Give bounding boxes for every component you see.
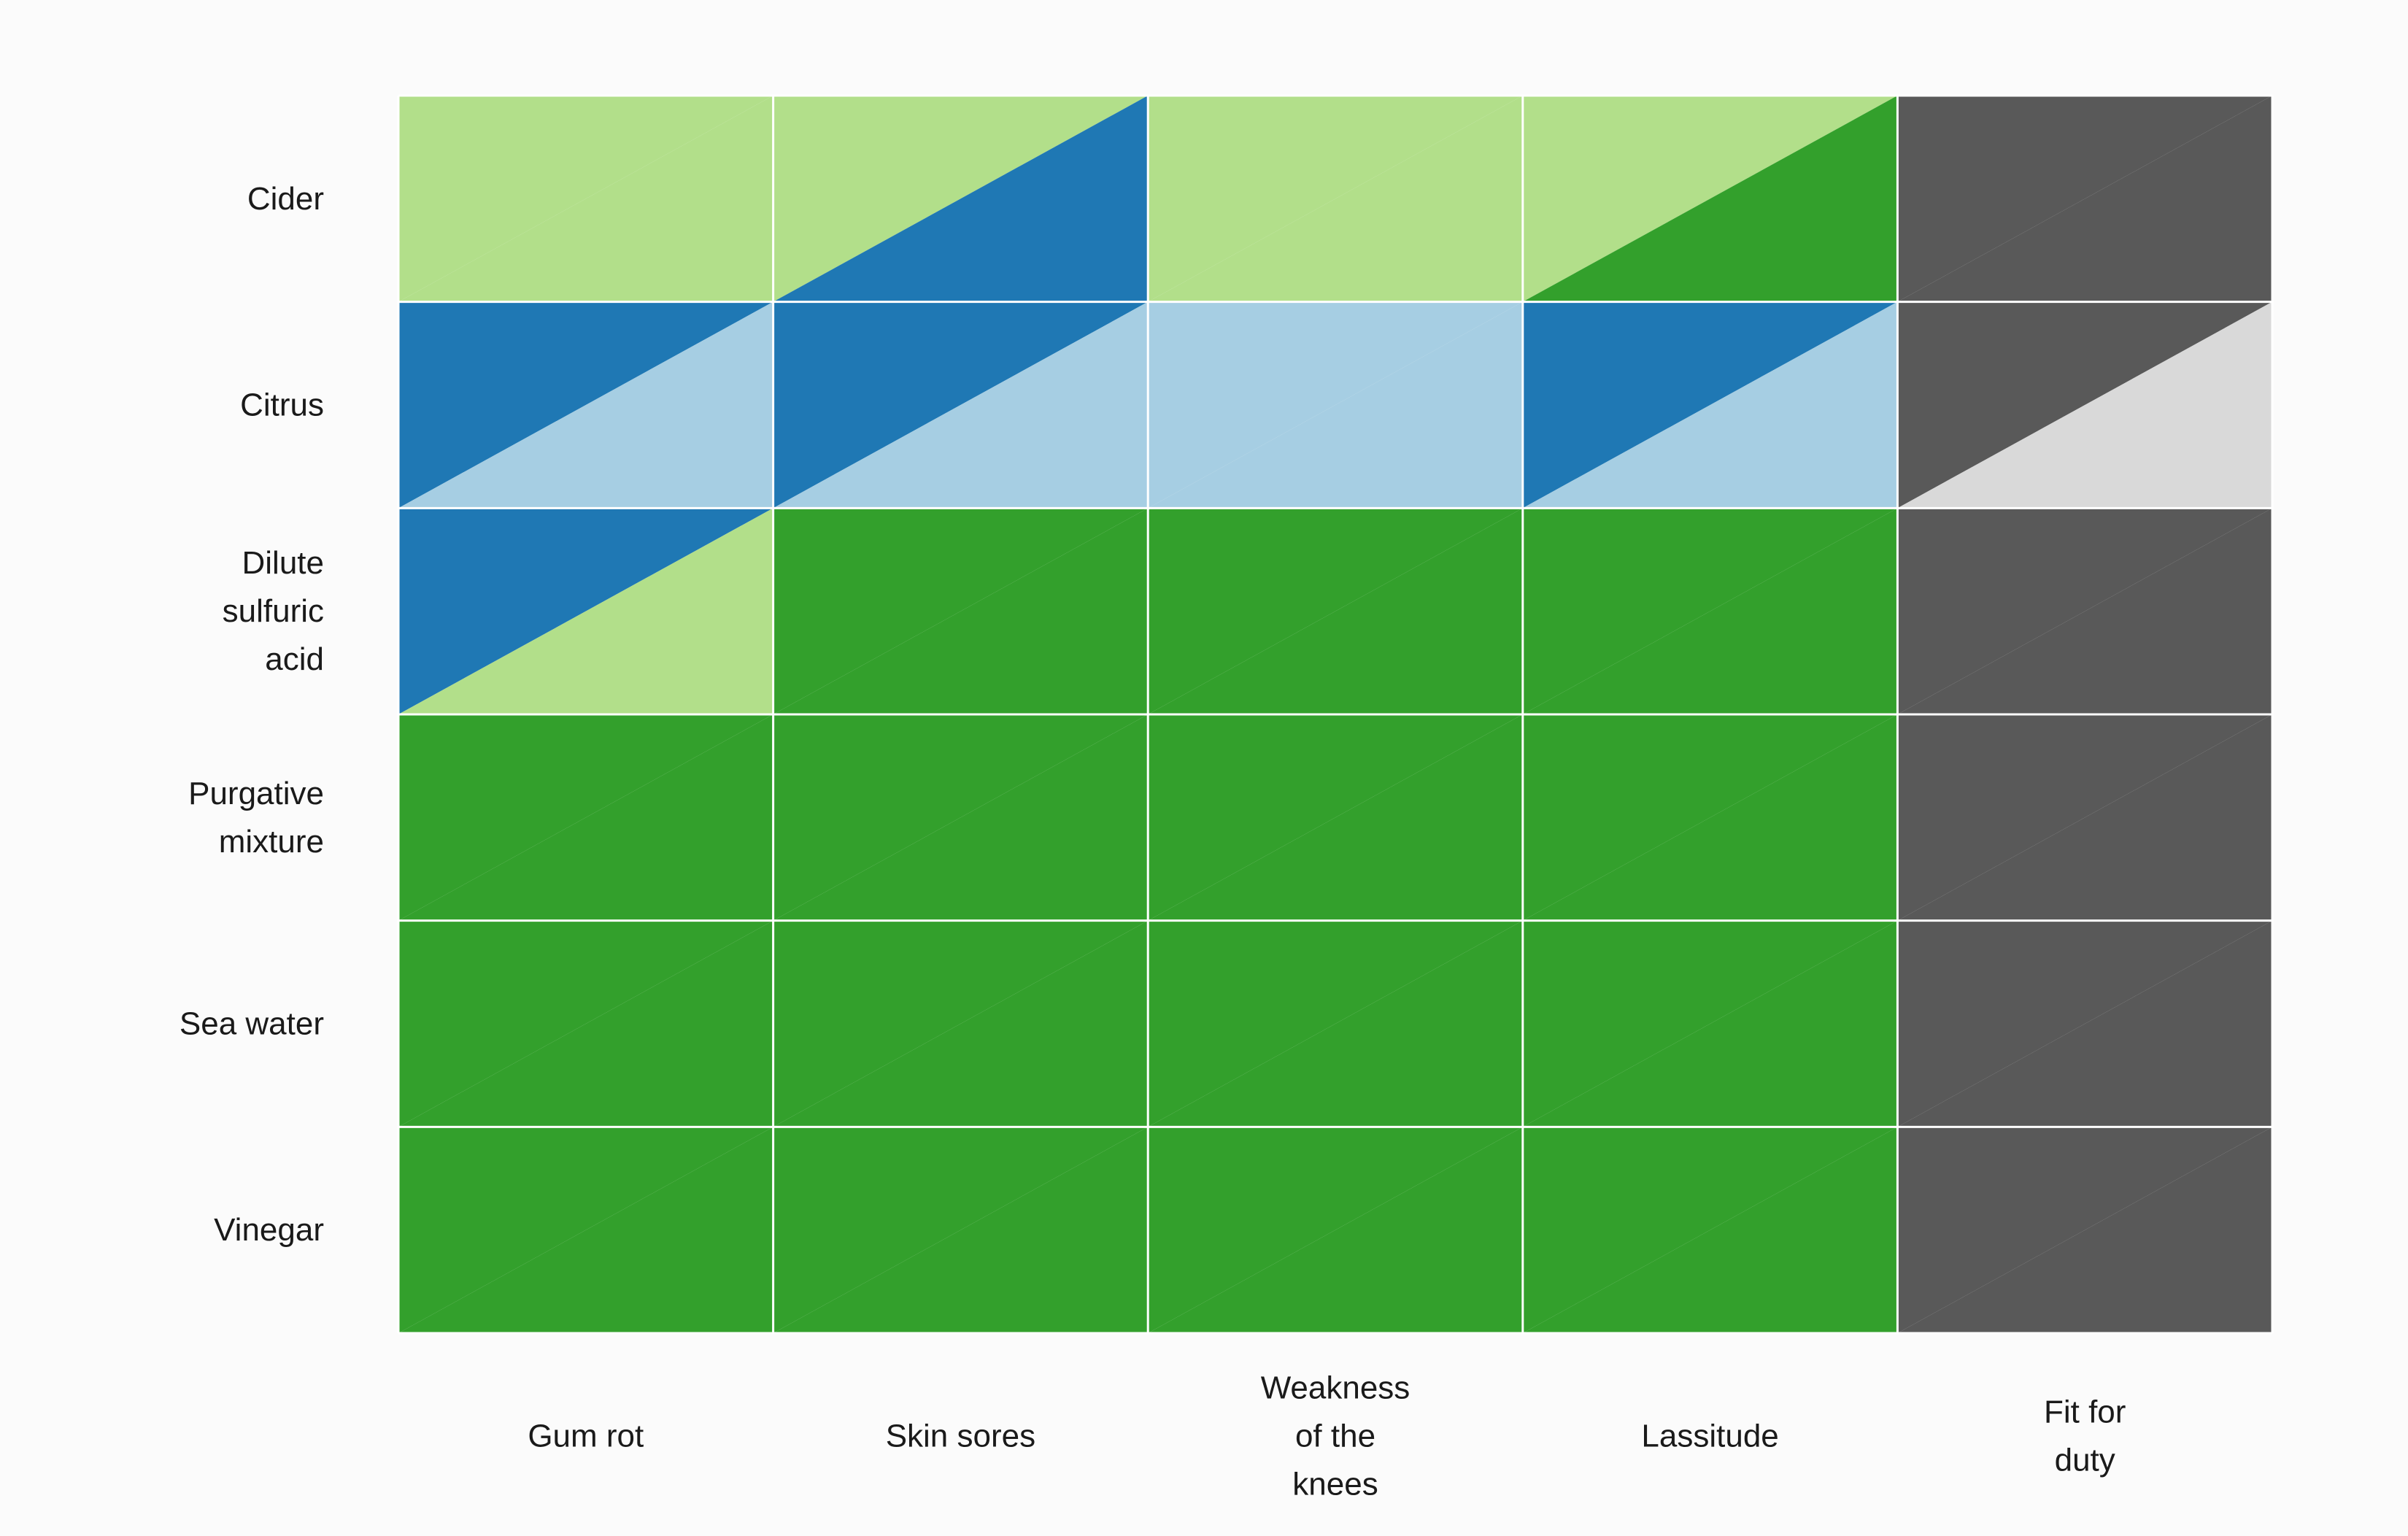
cell-cider-gum-rot-lower bbox=[398, 96, 773, 302]
cell-citrus-weakness-of-the-knees-lower bbox=[1148, 301, 1523, 509]
cell-purgative-mixture-lassitude-lower bbox=[1522, 714, 1898, 921]
cell-sea-water-gum-rot-lower bbox=[398, 920, 773, 1127]
cell-citrus-gum-rot-upper bbox=[398, 301, 773, 509]
cell-citrus-fit-for-duty-upper bbox=[1897, 301, 2272, 509]
cell-dilute-sulfuric-acid-lassitude-upper bbox=[1522, 508, 1898, 714]
cell-purgative-mixture-weakness-of-the-knees-upper bbox=[1148, 714, 1523, 921]
cell-cider-weakness-of-the-knees-lower bbox=[1148, 96, 1523, 302]
cell-cider-lassitude-upper bbox=[1522, 96, 1898, 302]
cell-vinegar-skin-sores-upper bbox=[773, 1127, 1149, 1333]
cell-dilute-sulfuric-acid-weakness-of-the-knees-lower bbox=[1148, 508, 1523, 714]
cell-dilute-sulfuric-acid-weakness-of-the-knees-upper bbox=[1148, 508, 1523, 714]
column-label-skin-sores: Skin sores bbox=[886, 1419, 1035, 1454]
column-label-fit-for-duty: Fit for duty bbox=[2044, 1394, 2126, 1478]
cell-vinegar-weakness-of-the-knees-lower bbox=[1148, 1127, 1523, 1333]
cell-vinegar-lassitude-lower bbox=[1522, 1127, 1898, 1333]
column-label-gum-rot: Gum rot bbox=[528, 1419, 644, 1454]
cell-dilute-sulfuric-acid-skin-sores-lower bbox=[773, 508, 1149, 714]
row-label-vinegar: Vinegar bbox=[214, 1212, 324, 1248]
cell-citrus-skin-sores-lower bbox=[773, 301, 1149, 509]
cell-purgative-mixture-gum-rot-lower bbox=[398, 714, 773, 921]
row-label-citrus: Citrus bbox=[240, 387, 324, 423]
cell-dilute-sulfuric-acid-fit-for-duty-upper bbox=[1897, 508, 2272, 714]
column-label-weakness-of-the-knees: Weakness of the knees bbox=[1261, 1370, 1411, 1502]
cell-citrus-lassitude-upper bbox=[1522, 301, 1898, 509]
cell-purgative-mixture-weakness-of-the-knees-lower bbox=[1148, 714, 1523, 921]
row-label-purgative-mixture: Purgative mixture bbox=[188, 776, 324, 860]
row-label-sea-water: Sea water bbox=[180, 1006, 324, 1042]
cell-citrus-skin-sores-upper bbox=[773, 301, 1149, 509]
cell-purgative-mixture-fit-for-duty-lower bbox=[1897, 714, 2272, 921]
cell-cider-lassitude-lower bbox=[1522, 96, 1898, 302]
cell-dilute-sulfuric-acid-lassitude-lower bbox=[1522, 508, 1898, 714]
cell-sea-water-fit-for-duty-lower bbox=[1897, 920, 2272, 1127]
cell-sea-water-skin-sores-upper bbox=[773, 920, 1149, 1127]
cells-layer bbox=[398, 96, 2272, 1333]
cell-vinegar-skin-sores-lower bbox=[773, 1127, 1149, 1333]
cell-cider-gum-rot-upper bbox=[398, 96, 773, 302]
column-label-lassitude: Lassitude bbox=[1641, 1419, 1778, 1454]
row-label-dilute-sulfuric-acid: Dilute sulfuric acid bbox=[223, 545, 324, 677]
cell-cider-skin-sores-lower bbox=[773, 96, 1149, 302]
cell-vinegar-gum-rot-upper bbox=[398, 1127, 773, 1333]
cell-vinegar-fit-for-duty-lower bbox=[1897, 1127, 2272, 1333]
column-labels: Gum rot Skin sores Weakness of the knees Lass… bbox=[528, 1370, 2126, 1502]
grid-lines bbox=[397, 94, 2274, 1335]
cell-citrus-gum-rot-lower bbox=[398, 301, 773, 509]
cell-sea-water-skin-sores-lower bbox=[773, 920, 1149, 1127]
row-label-cider: Cider bbox=[247, 181, 324, 217]
cell-cider-fit-for-duty-lower bbox=[1897, 96, 2272, 302]
cell-purgative-mixture-gum-rot-upper bbox=[398, 714, 773, 921]
cell-purgative-mixture-skin-sores-upper bbox=[773, 714, 1149, 921]
cell-purgative-mixture-fit-for-duty-upper bbox=[1897, 714, 2272, 921]
cell-citrus-fit-for-duty-lower bbox=[1897, 301, 2272, 509]
cell-vinegar-weakness-of-the-knees-upper bbox=[1148, 1127, 1523, 1333]
cell-purgative-mixture-skin-sores-lower bbox=[773, 714, 1149, 921]
cell-sea-water-weakness-of-the-knees-lower bbox=[1148, 920, 1523, 1127]
cell-sea-water-lassitude-lower bbox=[1522, 920, 1898, 1127]
cell-cider-fit-for-duty-upper bbox=[1897, 96, 2272, 302]
cell-vinegar-gum-rot-lower bbox=[398, 1127, 773, 1333]
cell-vinegar-fit-for-duty-upper bbox=[1897, 1127, 2272, 1333]
cell-cider-skin-sores-upper bbox=[773, 96, 1149, 302]
row-labels: Cider Citrus Dilute sulfuric acid Purgative mi… bbox=[180, 181, 324, 1248]
cell-dilute-sulfuric-acid-gum-rot-lower bbox=[398, 508, 773, 714]
cell-dilute-sulfuric-acid-fit-for-duty-lower bbox=[1897, 508, 2272, 714]
cell-sea-water-lassitude-upper bbox=[1522, 920, 1898, 1127]
cell-citrus-lassitude-lower bbox=[1522, 301, 1898, 509]
